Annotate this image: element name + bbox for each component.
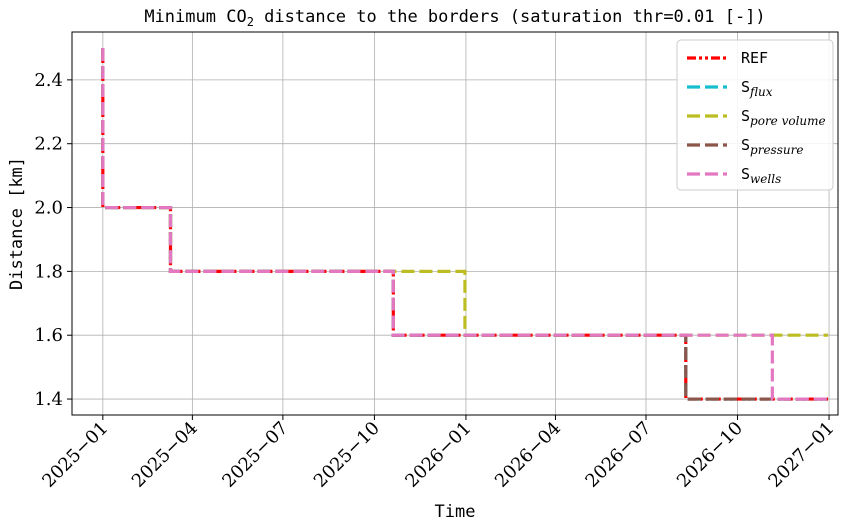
x-tick-label: 2026−07 bbox=[581, 418, 655, 492]
y-tick-label: 1.6 bbox=[34, 325, 63, 346]
x-tick-label: 2025−10 bbox=[310, 418, 384, 492]
x-axis-label: Time bbox=[435, 502, 476, 522]
y-tick-label: 1.8 bbox=[34, 261, 63, 282]
legend-label-main: REF bbox=[741, 49, 768, 67]
x-tick-label: 2025−04 bbox=[128, 418, 202, 492]
legend-box bbox=[676, 39, 834, 191]
legend-entry-label: Spore volume bbox=[741, 107, 826, 128]
chart-title: Minimum CO2 distance to the borders (sat… bbox=[144, 7, 765, 29]
legend-label-subscript: pressure bbox=[750, 143, 803, 157]
legend-entry-label: Sflux bbox=[741, 78, 773, 99]
title-rest: distance to the borders (saturation thr=… bbox=[254, 7, 766, 27]
plot-frame bbox=[71, 31, 839, 416]
legend-label-subscript: wells bbox=[750, 172, 781, 186]
x-tick-label: 2027−01 bbox=[764, 418, 838, 492]
legend-label-main: S bbox=[741, 107, 750, 125]
series-line-4 bbox=[101, 47, 829, 401]
y-tick-label: 2.4 bbox=[34, 70, 63, 91]
legend-label-main: S bbox=[741, 136, 750, 154]
x-tick-label: 2025−07 bbox=[218, 418, 292, 492]
title-subscript: 2 bbox=[247, 15, 254, 29]
x-tick-label: 2026−01 bbox=[401, 418, 475, 492]
x-tick-label: 2025−01 bbox=[38, 418, 112, 492]
plot-lines bbox=[101, 47, 829, 401]
y-tick-label: 1.4 bbox=[34, 389, 63, 410]
y-axis-label: Distance [km] bbox=[7, 157, 27, 290]
legend-entry-label: Spressure bbox=[741, 136, 803, 157]
x-tick-label: 2026−10 bbox=[673, 418, 747, 492]
y-tick-label: 2.2 bbox=[34, 134, 63, 155]
legend-label-main: S bbox=[741, 78, 750, 96]
x-tick-label: 2026−04 bbox=[491, 418, 565, 492]
legend-label-subscript: pore volume bbox=[750, 114, 826, 128]
y-tick-label: 2.0 bbox=[34, 198, 63, 219]
title-main: Minimum CO bbox=[144, 7, 246, 27]
legend-entry-label: Swells bbox=[741, 165, 781, 186]
legend-label-main: S bbox=[741, 165, 750, 183]
legend-entry-label: REF bbox=[741, 49, 768, 67]
legend-label-subscript: flux bbox=[749, 85, 773, 99]
